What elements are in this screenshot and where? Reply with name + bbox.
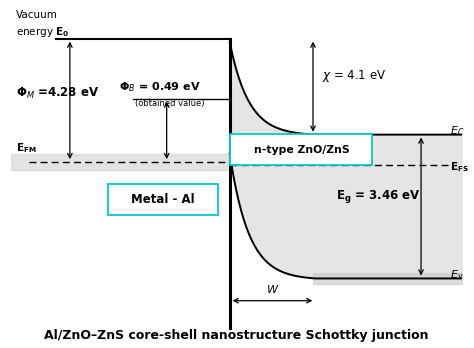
Text: $\chi$ = 4.1 eV: $\chi$ = 4.1 eV: [322, 69, 386, 85]
Text: Al/ZnO–ZnS core-shell nanostructure Schottky junction: Al/ZnO–ZnS core-shell nanostructure Scho…: [44, 329, 428, 342]
Text: $\mathbf{E_{FM}}$: $\mathbf{E_{FM}}$: [16, 141, 36, 155]
Text: $E_C$: $E_C$: [450, 124, 465, 138]
Text: n-type ZnO/ZnS: n-type ZnO/ZnS: [254, 145, 349, 155]
Text: energy $\mathbf{E_0}$: energy $\mathbf{E_0}$: [16, 25, 69, 39]
FancyBboxPatch shape: [108, 184, 219, 215]
Text: Metal - Al: Metal - Al: [131, 193, 195, 206]
Text: $\mathbf{\Phi}_B$ = 0.49 eV: $\mathbf{\Phi}_B$ = 0.49 eV: [119, 80, 201, 94]
Text: $E_v$: $E_v$: [450, 268, 464, 282]
Text: $\mathbf{E_{FS}}$: $\mathbf{E_{FS}}$: [450, 160, 469, 174]
Text: Vacuum: Vacuum: [16, 10, 58, 20]
Text: (obtained value): (obtained value): [135, 99, 205, 108]
Text: $W$: $W$: [266, 283, 279, 295]
Text: $\mathbf{E_g}$ = 3.46 eV: $\mathbf{E_g}$ = 3.46 eV: [336, 188, 420, 205]
Text: $\mathbf{\Phi}_M$ =4.28 eV: $\mathbf{\Phi}_M$ =4.28 eV: [16, 86, 99, 101]
FancyBboxPatch shape: [230, 134, 372, 165]
